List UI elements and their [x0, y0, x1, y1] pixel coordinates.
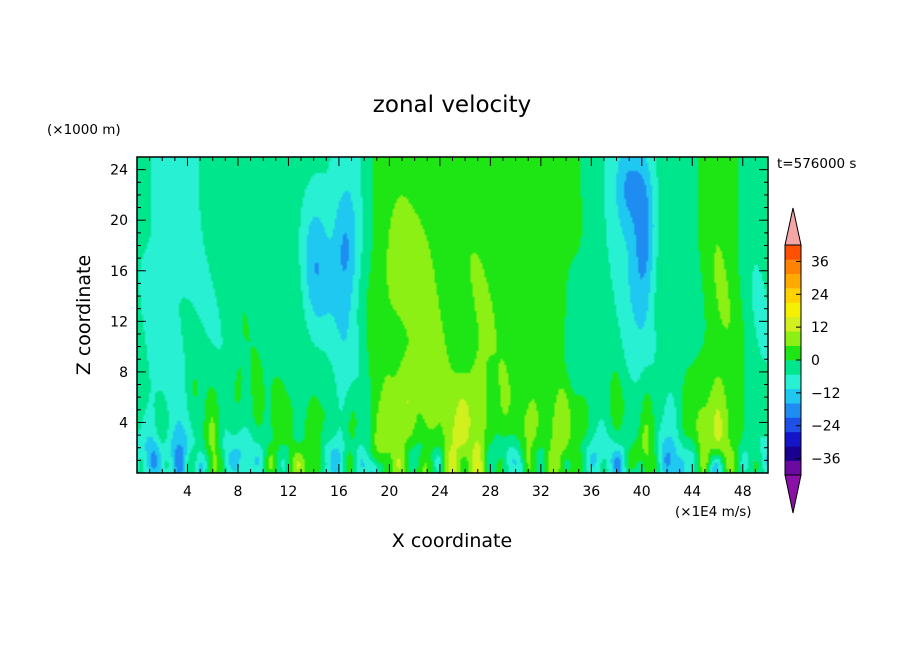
colorbar-level — [785, 374, 801, 390]
x-tick-label: 16 — [330, 484, 348, 500]
y-tick-label: 8 — [119, 365, 128, 381]
colorbar-tick-label: 0 — [811, 353, 820, 369]
colorbar-level — [785, 273, 801, 289]
colorbar-level — [785, 245, 801, 260]
colorbar-level — [785, 302, 801, 318]
x-axis-ticks: 4 8 12 16 20 24 28 32 36 40 44 48 — [149, 157, 756, 500]
colorbar-level — [785, 460, 801, 476]
colorbar-level — [785, 288, 801, 303]
time-label: t=576000 s — [777, 156, 856, 172]
y-tick-label: 24 — [110, 163, 128, 179]
y-axis-unit: (×1000 m) — [47, 122, 121, 138]
velocity-field — [137, 157, 768, 473]
x-tick-label: 40 — [633, 484, 651, 500]
colorbar-tick-label: −36 — [811, 452, 841, 468]
y-axis-label: Z coordinate — [73, 255, 95, 375]
x-tick-label: 24 — [431, 484, 449, 500]
colorbar-upper-extend — [784, 207, 802, 246]
y-tick-label: 16 — [110, 264, 128, 280]
x-tick-label: 8 — [233, 484, 242, 500]
chart-title: zonal velocity — [373, 92, 531, 118]
y-tick-label: 12 — [110, 314, 128, 330]
colorbar-level — [785, 446, 801, 461]
colorbar-level — [785, 316, 801, 332]
colorbar-level — [785, 403, 801, 418]
velocity-field-image — [137, 157, 768, 473]
colorbar-tick-label: −24 — [811, 419, 841, 435]
x-axis-label: X coordinate — [392, 530, 512, 552]
x-tick-label: 32 — [532, 484, 550, 500]
x-tick-label: 44 — [683, 484, 701, 500]
y-tick-label: 20 — [110, 213, 128, 229]
x-tick-label: 20 — [380, 484, 398, 500]
x-tick-label: 4 — [183, 484, 192, 500]
x-tick-label: 48 — [734, 484, 752, 500]
colorbar-tick-label: 24 — [811, 287, 829, 303]
x-axis-unit: (×1E4 m/s) — [675, 504, 752, 520]
y-axis-ticks: 4 8 12 16 20 24 — [110, 163, 768, 461]
colorbar-lower-extend — [784, 474, 802, 514]
colorbar-level — [785, 388, 801, 404]
colorbar-level — [785, 431, 801, 447]
x-tick-label: 36 — [582, 484, 600, 500]
colorbar-level — [785, 345, 801, 361]
colorbar-level — [785, 259, 801, 275]
x-tick-label: 28 — [481, 484, 499, 500]
x-tick-label: 12 — [280, 484, 298, 500]
colorbar-tick-label: 12 — [811, 320, 829, 336]
colorbar: 36 24 12 0 −12 −24 −36 — [784, 207, 841, 514]
colorbar-tick-label: −12 — [811, 386, 841, 402]
y-tick-label: 4 — [119, 415, 128, 431]
colorbar-level — [785, 360, 801, 375]
colorbar-level — [785, 417, 801, 433]
colorbar-tick-label: 36 — [811, 254, 829, 270]
colorbar-level — [785, 331, 801, 346]
